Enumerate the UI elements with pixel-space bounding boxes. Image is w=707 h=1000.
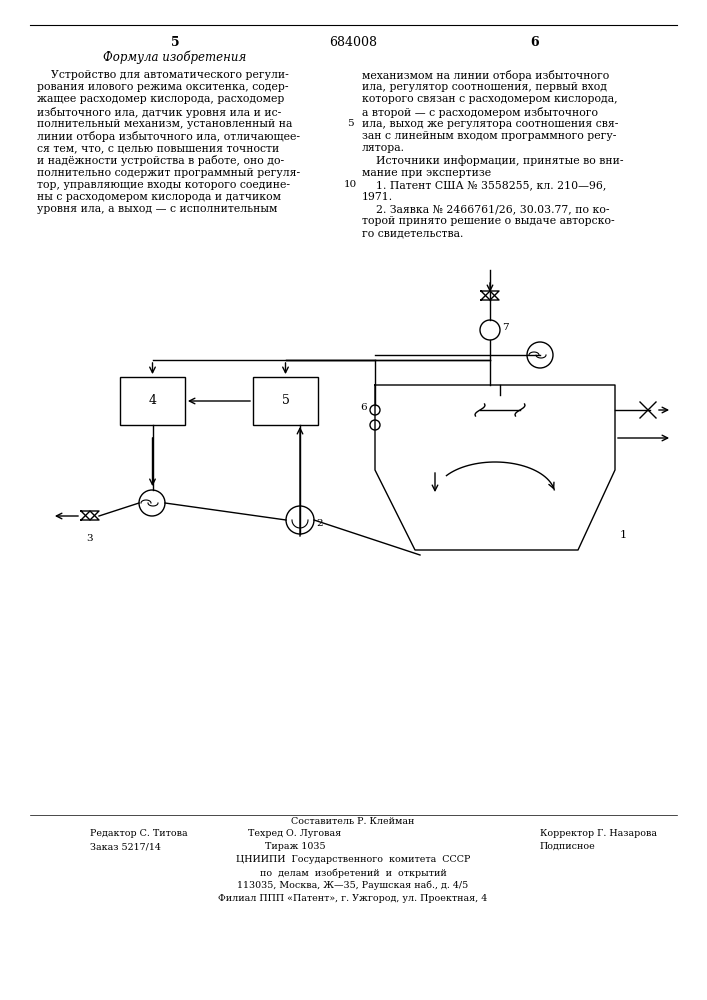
Bar [120,377,185,425]
Text: Тираж 1035: Тираж 1035 [264,842,325,851]
Text: уровня ила, а выход — с исполнительным: уровня ила, а выход — с исполнительным [37,204,277,214]
Text: Филиал ППП «Патент», г. Ужгород, ул. Проектная, 4: Филиал ППП «Патент», г. Ужгород, ул. Про… [218,894,488,903]
Text: ила, регулятор соотношения, первый вход: ила, регулятор соотношения, первый вход [362,82,607,92]
Text: 3: 3 [87,534,93,543]
Text: линии отбора избыточного ила, отличающее-: линии отбора избыточного ила, отличающее… [37,131,300,142]
Text: Составитель Р. Клейман: Составитель Р. Клейман [291,817,415,826]
Text: Заказ 5217/14: Заказ 5217/14 [90,842,161,851]
Text: 4: 4 [148,394,156,408]
Text: 2: 2 [316,518,322,528]
Text: мание при экспертизе: мание при экспертизе [362,168,491,178]
Text: механизмом на линии отбора избыточного: механизмом на линии отбора избыточного [362,70,609,81]
Text: зан с линейным входом программного регу-: зан с линейным входом программного регу- [362,131,617,141]
Text: Подписное: Подписное [540,842,596,851]
Text: 1. Патент США № 3558255, кл. 210—96,: 1. Патент США № 3558255, кл. 210—96, [362,180,607,190]
Text: лятора.: лятора. [362,143,405,153]
Text: Устройство для автоматического регули-: Устройство для автоматического регули- [37,70,288,80]
Text: жащее расходомер кислорода, расходомер: жащее расходомер кислорода, расходомер [37,94,284,104]
Text: которого связан с расходомером кислорода,: которого связан с расходомером кислорода… [362,94,618,104]
Text: 6: 6 [531,36,539,49]
Text: ила, выход же регулятора соотношения свя-: ила, выход же регулятора соотношения свя… [362,119,619,129]
Text: полнительный механизм, установленный на: полнительный механизм, установленный на [37,119,293,129]
Bar [253,377,318,425]
Text: торой принято решение о выдаче авторско-: торой принято решение о выдаче авторско- [362,216,614,226]
Text: 6: 6 [361,402,367,412]
Text: 113035, Москва, Ж—35, Раушская наб., д. 4/5: 113035, Москва, Ж—35, Раушская наб., д. … [238,881,469,890]
Text: избыточного ила, датчик уровня ила и ис-: избыточного ила, датчик уровня ила и ис- [37,107,281,118]
Text: 2. Заявка № 2466761/26, 30.03.77, по ко-: 2. Заявка № 2466761/26, 30.03.77, по ко- [362,204,609,214]
Text: рования илового режима окситенка, содер-: рования илового режима окситенка, содер- [37,82,288,92]
Text: го свидетельства.: го свидетельства. [362,229,463,239]
Text: а второй — с расходомером избыточного: а второй — с расходомером избыточного [362,107,598,118]
Text: по  делам  изобретений  и  открытий: по делам изобретений и открытий [259,868,446,878]
Text: Формула изобретения: Формула изобретения [103,51,247,64]
Text: ся тем, что, с целью повышения точности: ся тем, что, с целью повышения точности [37,143,279,153]
Text: полнительно содержит программный регуля-: полнительно содержит программный регуля- [37,168,300,178]
Text: и надёжности устройства в работе, оно до-: и надёжности устройства в работе, оно до… [37,155,284,166]
Text: 1: 1 [620,530,627,540]
Text: 7: 7 [502,322,508,332]
Text: Техред О. Луговая: Техред О. Луговая [248,829,341,838]
Text: ны с расходомером кислорода и датчиком: ны с расходомером кислорода и датчиком [37,192,281,202]
Text: Источники информации, принятые во вни-: Источники информации, принятые во вни- [362,155,624,166]
Text: Корректор Г. Назарова: Корректор Г. Назарова [540,829,657,838]
Text: тор, управляющие входы которого соедине-: тор, управляющие входы которого соедине- [37,180,290,190]
Text: 5: 5 [281,394,289,408]
Text: ЦНИИПИ  Государственного  комитета  СССР: ЦНИИПИ Государственного комитета СССР [236,855,470,864]
Text: 10: 10 [344,180,356,189]
Text: 684008: 684008 [329,36,377,49]
Text: 5: 5 [346,119,354,128]
Text: 1971.: 1971. [362,192,393,202]
Text: Редактор С. Титова: Редактор С. Титова [90,829,187,838]
Text: 5: 5 [170,36,180,49]
